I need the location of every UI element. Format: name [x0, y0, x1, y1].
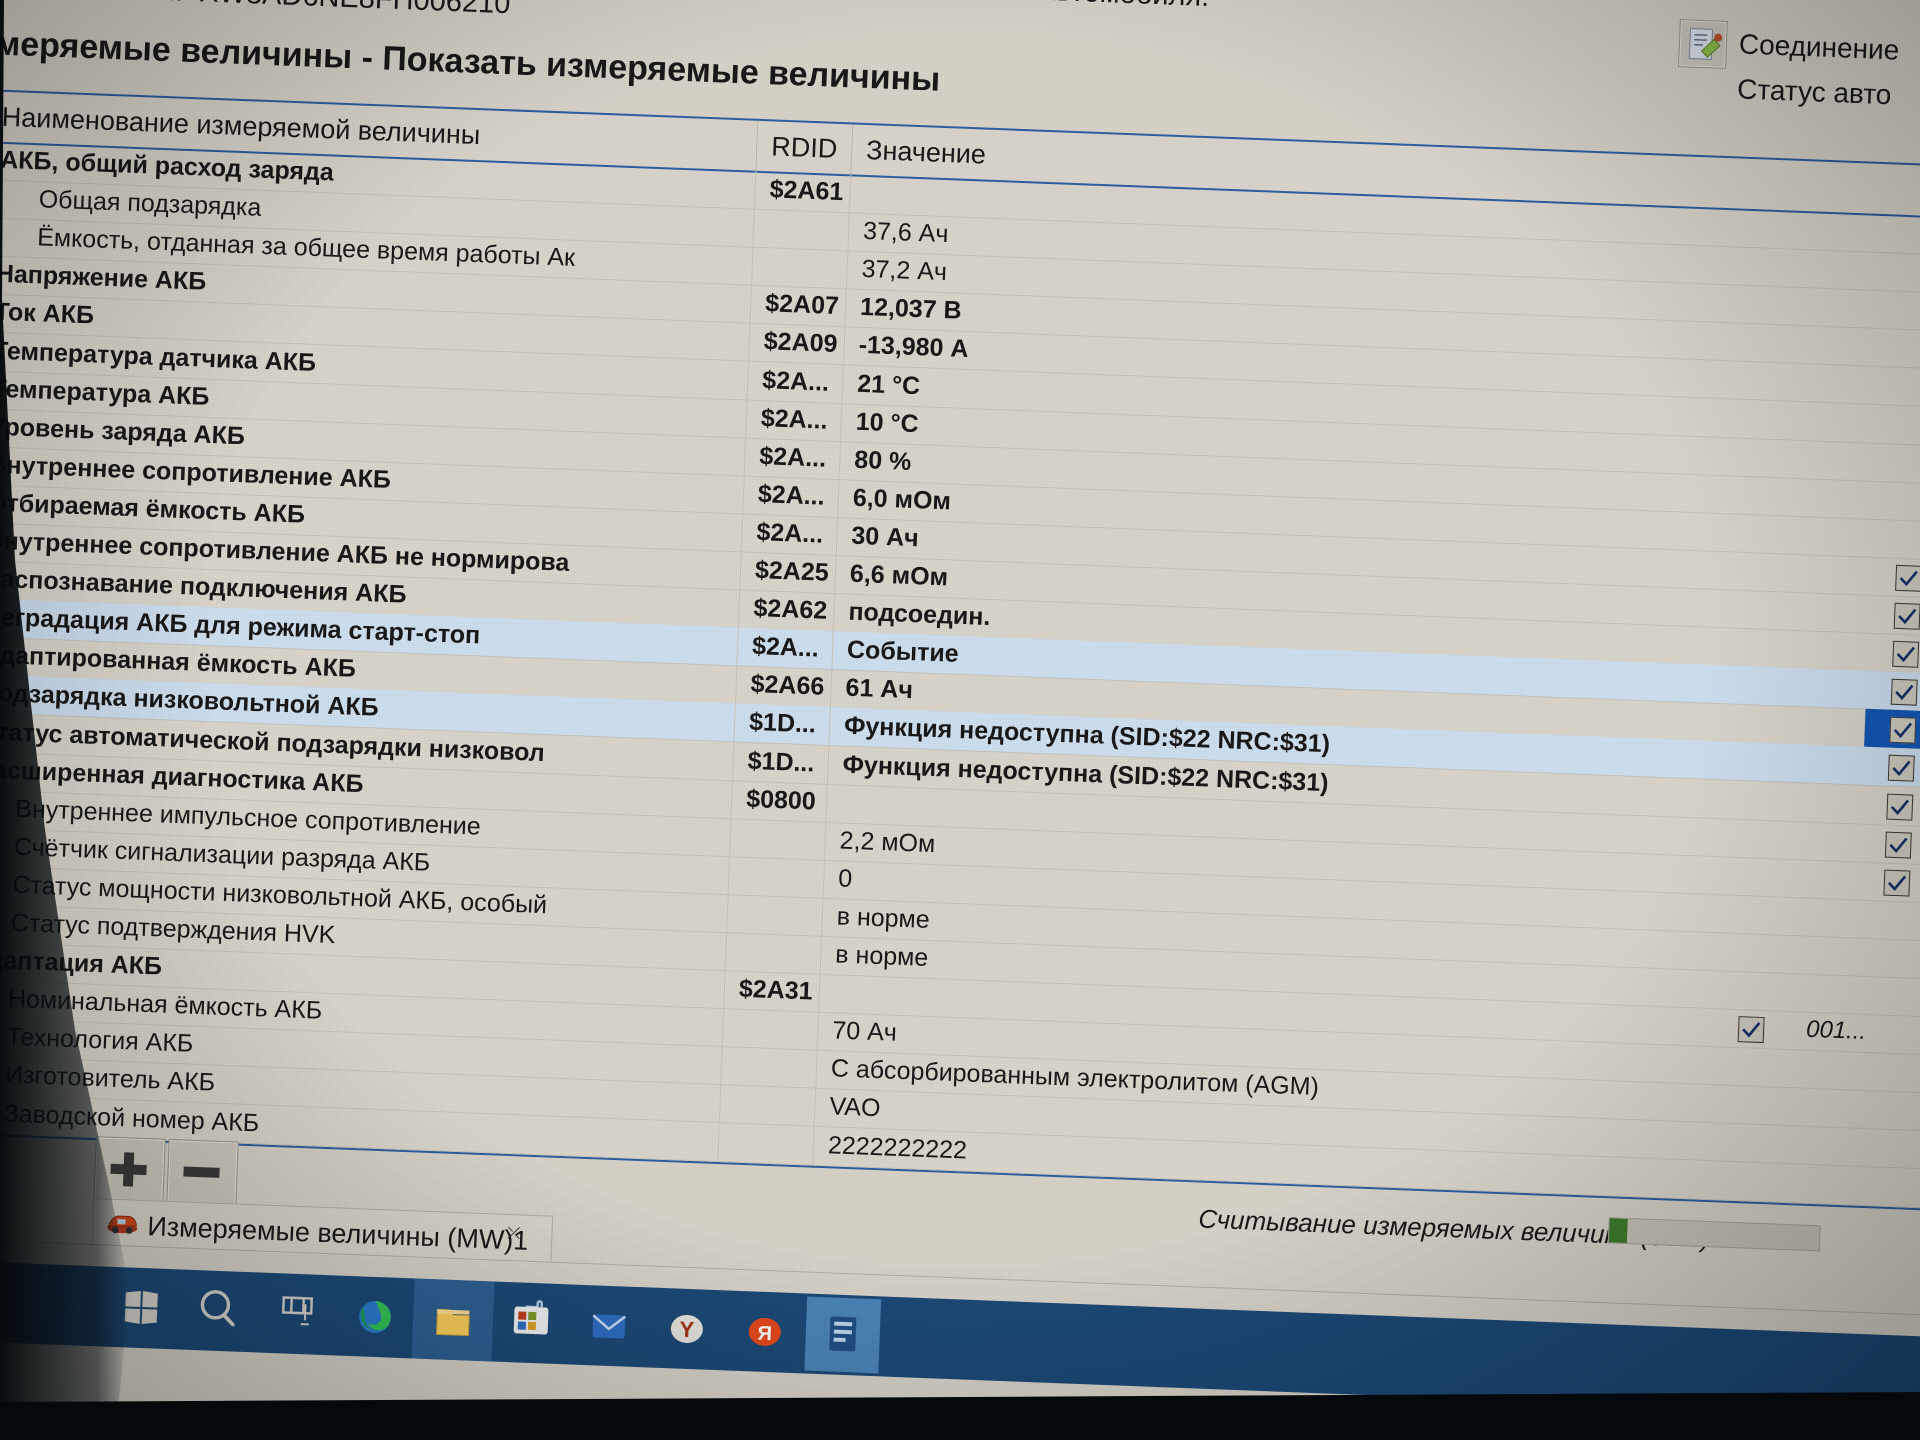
svg-text:Я: Я	[757, 1323, 772, 1346]
svg-text:Y: Y	[679, 1317, 695, 1343]
